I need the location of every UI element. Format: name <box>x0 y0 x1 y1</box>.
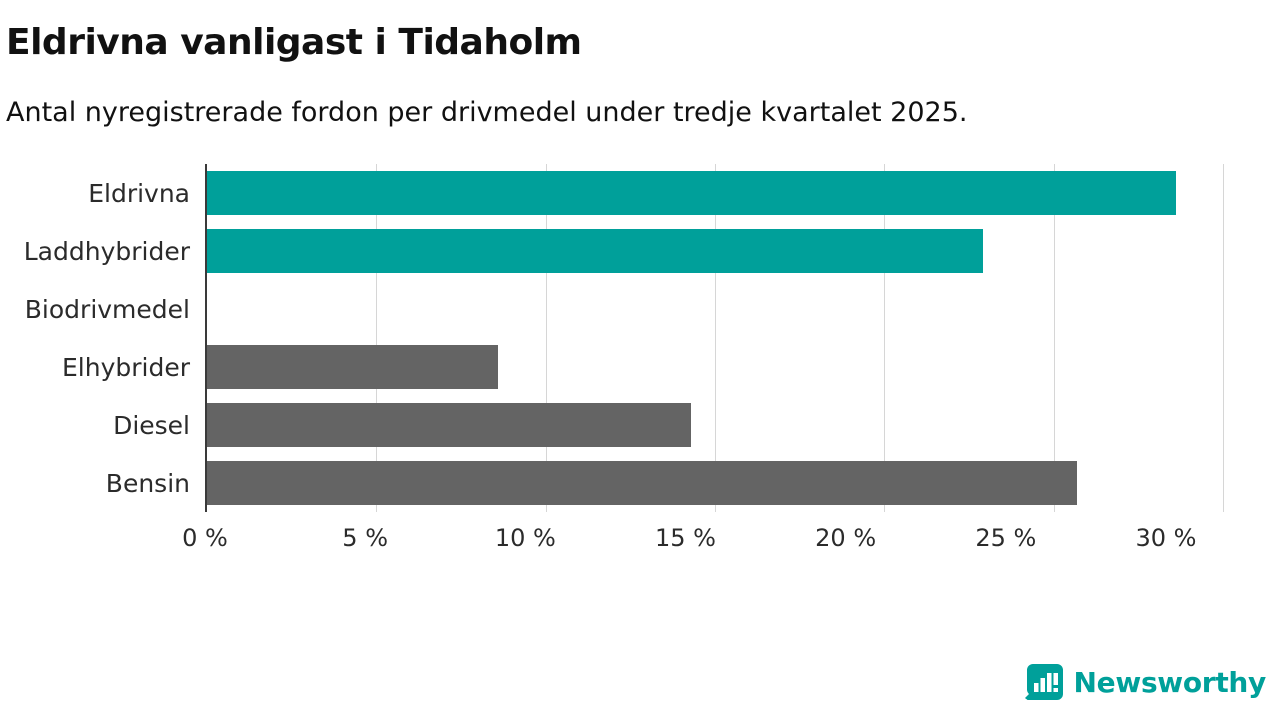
bar-laddhybrider <box>207 229 983 273</box>
bar-elhybrider <box>207 345 499 389</box>
bar-row <box>207 280 1223 338</box>
chart-body: Eldrivna Laddhybrider Biodrivmedel Elhybrid… <box>0 164 1224 512</box>
gridline <box>1053 164 1055 512</box>
plot-area <box>205 164 1224 512</box>
newsworthy-logo-text: Newsworthy <box>1073 665 1267 699</box>
category-labels: Eldrivna Laddhybrider Biodrivmedel Elhybrid… <box>0 164 205 512</box>
bars <box>207 164 1223 512</box>
x-tick-label: 5 % <box>342 524 389 552</box>
category-label: Laddhybrider <box>23 236 190 266</box>
bar-row <box>207 454 1223 512</box>
page-title: Eldrivna vanligast i Tidaholm <box>6 22 582 63</box>
bar-chart: Eldrivna Laddhybrider Biodrivmedel Elhybrid… <box>0 164 1280 564</box>
gridline <box>884 164 886 512</box>
x-tick-label: 30 % <box>1135 524 1197 552</box>
bar-row <box>207 396 1223 454</box>
x-tick-label: 0 % <box>182 524 228 552</box>
bar-eldrivna <box>207 171 1176 215</box>
gridline <box>376 164 378 512</box>
bar-row <box>207 338 1223 396</box>
x-axis: 0 % 5 % 10 % 15 % 20 % 25 % 30 % <box>182 524 1196 564</box>
x-tick-label: 10 % <box>494 524 556 552</box>
gridline <box>545 164 547 512</box>
gridline <box>1223 164 1224 512</box>
bar-diesel <box>207 403 692 447</box>
bar-row <box>207 222 1223 280</box>
bar-row <box>207 164 1223 222</box>
category-label: Biodrivmedel <box>24 294 190 324</box>
category-label: Eldrivna <box>88 178 190 208</box>
x-tick-label: 25 % <box>975 524 1037 552</box>
x-tick-label: 15 % <box>655 524 716 552</box>
category-label: Bensin <box>105 468 190 498</box>
category-label: Diesel <box>113 410 190 440</box>
bar-bensin <box>207 461 1078 505</box>
gridline <box>715 164 716 512</box>
newsworthy-logo-icon <box>1024 664 1063 700</box>
chart-header: Eldrivna vanligast i Tidaholm Antal nyre… <box>0 0 1280 128</box>
newsworthy-brand[interactable]: Newsworthy <box>1024 662 1267 702</box>
chart-subtitle: Antal nyregistrerade fordon per drivmede… <box>6 97 968 128</box>
category-label: Elhybrider <box>61 352 190 382</box>
x-tick-label: 20 % <box>815 524 877 552</box>
